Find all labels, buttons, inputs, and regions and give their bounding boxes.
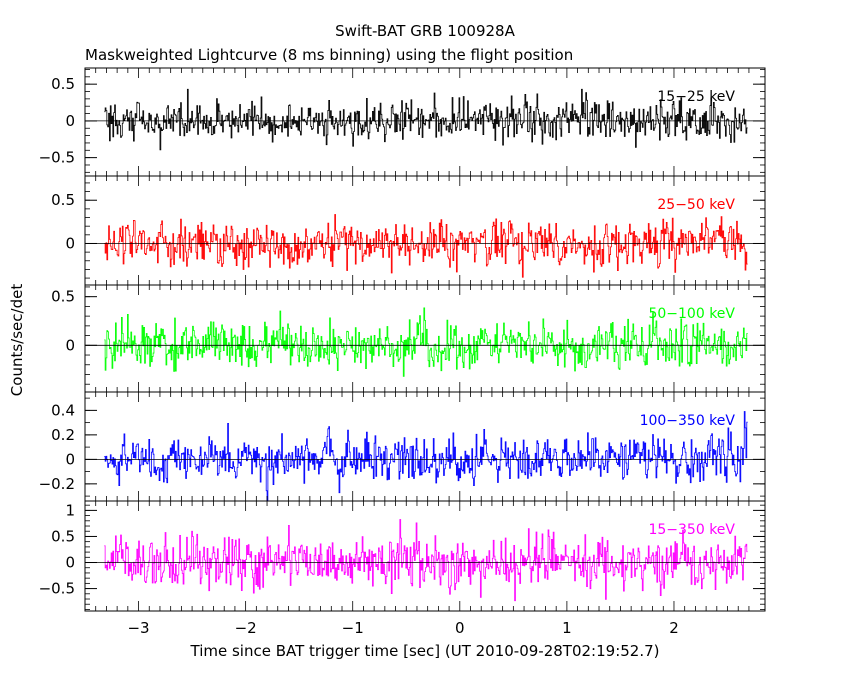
series-line-100-350-kev xyxy=(104,411,748,501)
panel-frame-50-100-kev xyxy=(84,284,766,393)
x-tick-label: −1 xyxy=(342,619,364,637)
y-tick-label-25-50-kev: 0 xyxy=(65,234,75,252)
band-label-15-25-kev: 15−25 keV xyxy=(657,89,735,105)
chart-title: Swift-BAT GRB 100928A xyxy=(335,22,515,40)
y-tick-label-15-350-kev: 1 xyxy=(65,501,75,519)
panel-15-25-kev: 0.5 0 −0.5 15−25 keV xyxy=(39,67,766,177)
y-tick-label-50-100-kev: 0 xyxy=(65,336,75,354)
chart-subtitle: Maskweighted Lightcurve (8 ms binning) u… xyxy=(85,46,573,64)
x-tick-label: 1 xyxy=(562,619,572,637)
x-tick-label: −2 xyxy=(235,619,257,637)
y-tick-label-15-25-kev: 0 xyxy=(65,112,75,130)
panel-frame-15-350-kev xyxy=(84,500,766,612)
panel-25-50-kev: 0.5 0 25−50 keV xyxy=(51,175,766,286)
y-tick-label-15-350-kev: 0 xyxy=(65,554,75,572)
y-axis-label: Counts/sec/det xyxy=(8,284,26,397)
series-line-25-50-kev xyxy=(104,214,748,278)
y-tick-label-15-25-kev: −0.5 xyxy=(39,149,75,167)
y-tick-label-100-350-kev: 0.2 xyxy=(51,426,75,444)
series-line-15-350-kev xyxy=(104,519,748,602)
y-tick-label-50-100-kev: 0.5 xyxy=(51,288,75,306)
x-tick-label: 2 xyxy=(669,619,679,637)
y-tick-label-100-350-kev: 0.4 xyxy=(51,401,75,419)
panel-15-350-kev: 1 0.5 0 −0.5 15−350 keV xyxy=(39,500,766,612)
series-line-15-25-kev xyxy=(104,88,748,151)
band-label-25-50-kev: 25−50 keV xyxy=(657,197,735,213)
y-tick-label-15-350-kev: 0.5 xyxy=(51,527,75,545)
band-label-100-350-kev: 100−350 keV xyxy=(640,413,736,429)
x-axis-label: Time since BAT trigger time [sec] (UT 20… xyxy=(190,642,660,660)
panel-50-100-kev: 0.5 0 50−100 keV xyxy=(51,284,766,393)
y-tick-label-25-50-kev: 0.5 xyxy=(51,191,75,209)
y-tick-label-100-350-kev: −0.2 xyxy=(39,475,75,493)
panel-100-350-kev: 0.4 0.2 0 −0.2 100−350 keV xyxy=(39,391,766,502)
x-tick-label: 0 xyxy=(455,619,465,637)
band-label-50-100-kev: 50−100 keV xyxy=(648,306,735,322)
y-tick-label-15-350-kev: −0.5 xyxy=(39,580,75,598)
y-tick-label-15-25-kev: 0.5 xyxy=(51,75,75,93)
x-tick-label: −3 xyxy=(127,619,149,637)
panels-group: 0.5 0 −0.5 15−25 keV 0.5 0 25−50 keV 0.5 0 50−100… xyxy=(39,67,766,637)
y-tick-label-100-350-kev: 0 xyxy=(65,450,75,468)
band-label-15-350-kev: 15−350 keV xyxy=(648,522,735,538)
